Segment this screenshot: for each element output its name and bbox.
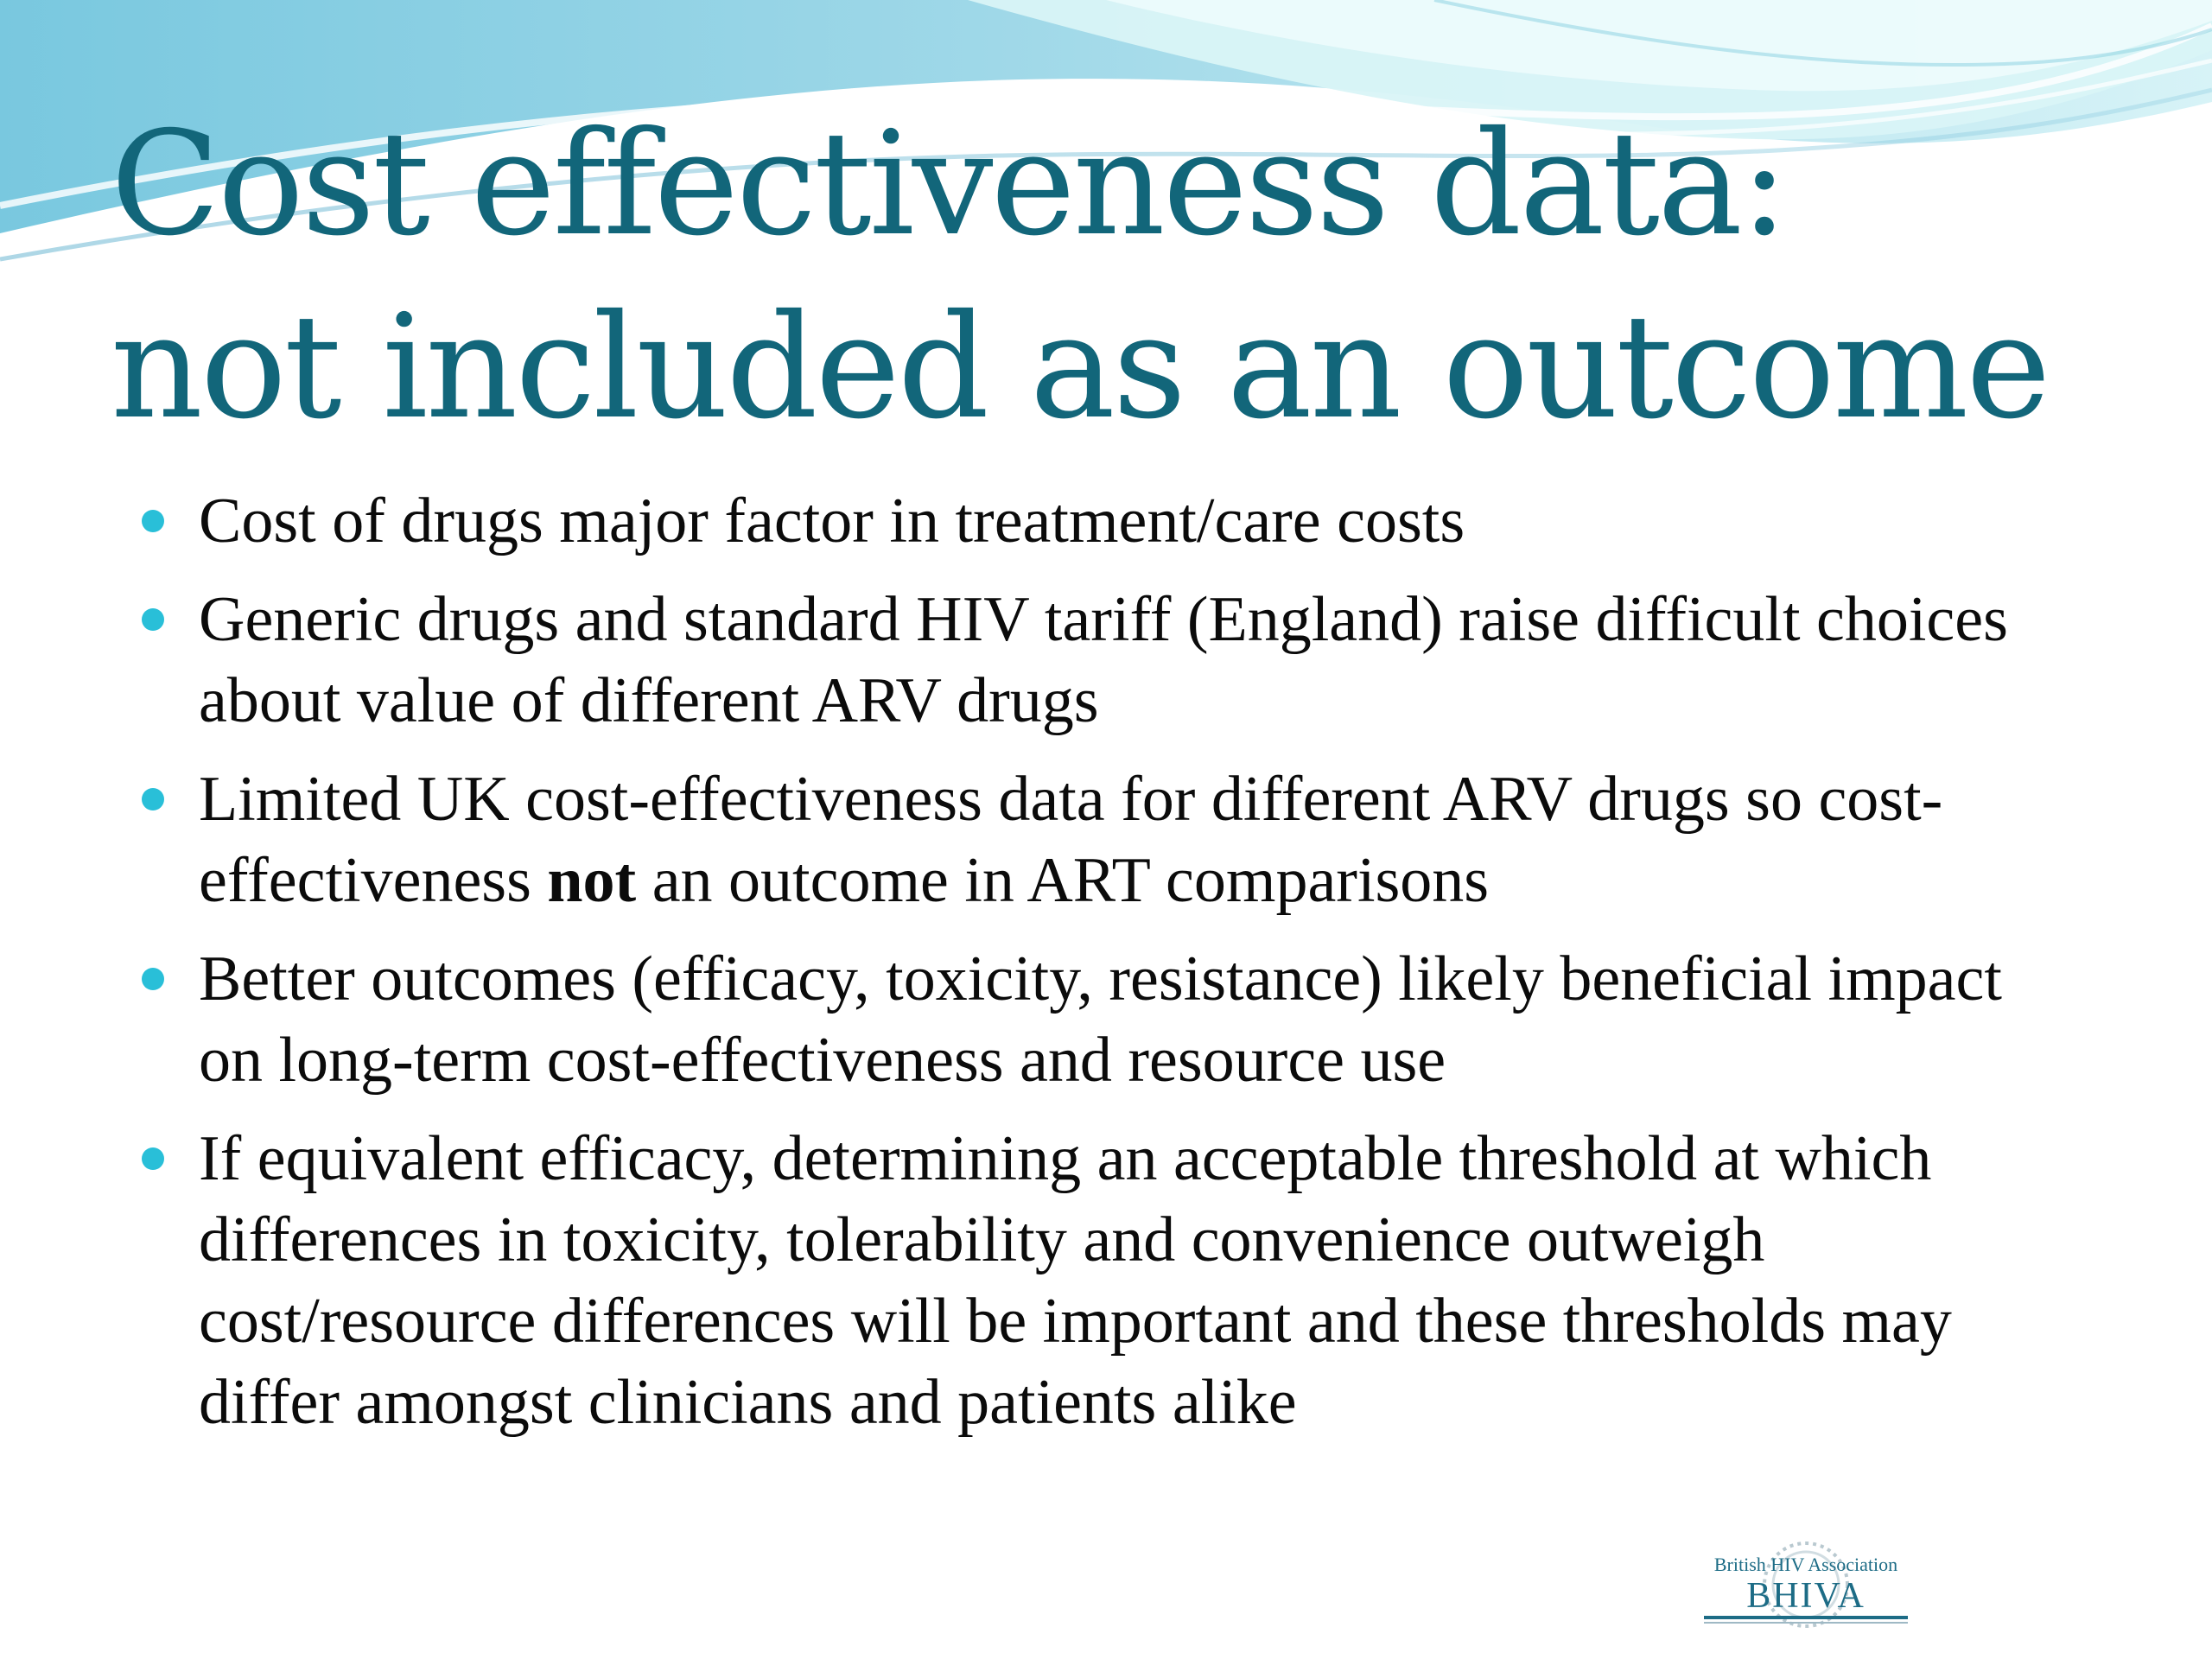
bullet-dot-icon	[142, 1147, 164, 1170]
bullet-text: Generic drugs and standard HIV tariff (E…	[199, 584, 2008, 736]
bullet-dot-icon	[142, 968, 164, 990]
bullet-text-after-bold: an outcome in ART comparisons	[636, 845, 1490, 916]
title-line-2: not included as an outcome	[111, 284, 2051, 451]
seal-icon	[1704, 1541, 1908, 1628]
bullet-item-limited-data: Limited UK cost-effectiveness data for d…	[138, 759, 2074, 921]
bullet-list: Cost of drugs major factor in treatment/…	[138, 480, 2074, 1460]
bullet-text: Better outcomes (efficacy, toxicity, res…	[199, 944, 2002, 1096]
bullet-dot-icon	[142, 510, 164, 532]
title-line-1: Cost effectiveness data:	[111, 101, 1789, 268]
bullet-text: Cost of drugs major factor in treatment/…	[199, 486, 1465, 556]
bullet-bold-not: not	[547, 845, 637, 916]
logo-wordmark: BHIVA	[1746, 1576, 1866, 1616]
bullet-dot-icon	[142, 608, 164, 631]
bullet-item-cost-drugs: Cost of drugs major factor in treatment/…	[138, 480, 2074, 562]
bullet-item-generic-drugs: Generic drugs and standard HIV tariff (E…	[138, 579, 2074, 741]
bullet-text: If equivalent efficacy, determining an a…	[199, 1123, 1952, 1438]
bullet-item-equivalent-efficacy: If equivalent efficacy, determining an a…	[138, 1118, 2074, 1443]
slide-title: Cost effectiveness data: not included as…	[111, 93, 2098, 460]
wave-background	[0, 0, 2212, 262]
bullet-text-before-bold: Limited UK cost-effectiveness data for d…	[199, 764, 1943, 916]
bullet-dot-icon	[142, 788, 164, 810]
logo-organization-name: British HIV Association	[1713, 1554, 1898, 1575]
bullet-item-better-outcomes: Better outcomes (efficacy, toxicity, res…	[138, 938, 2074, 1101]
bhiva-logo: British HIV Association BHIVA	[1695, 1531, 1916, 1638]
